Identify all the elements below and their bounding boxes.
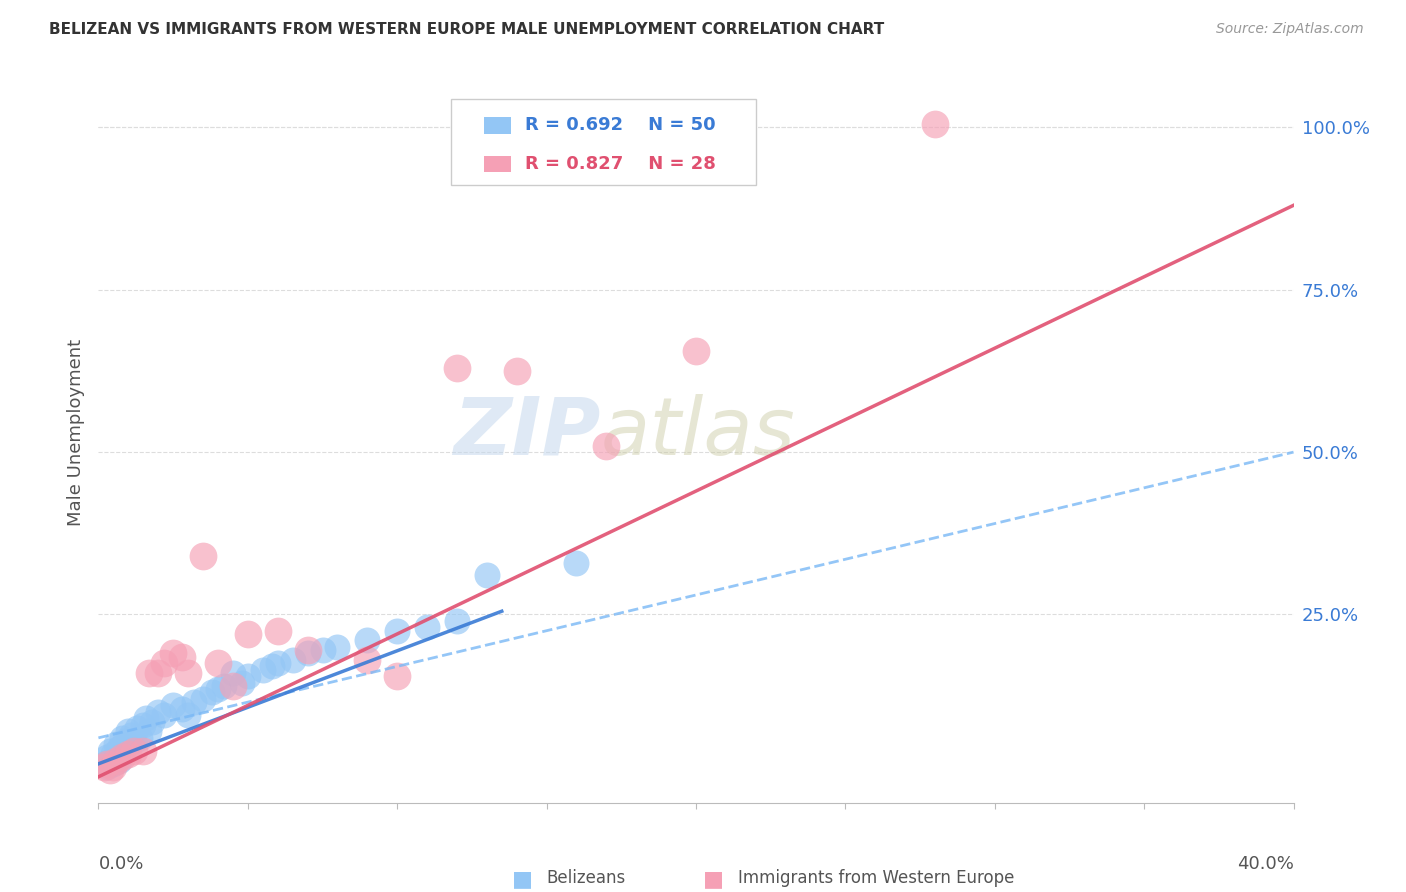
- Text: ■: ■: [512, 870, 533, 889]
- Point: [98, 754, 122, 768]
- Point: [127, 721, 149, 735]
- Text: Source: ZipAtlas.com: Source: ZipAtlas.com: [1216, 22, 1364, 37]
- Point: [267, 656, 290, 670]
- Point: [172, 649, 194, 664]
- Point: [96, 756, 118, 771]
- Point: [117, 747, 139, 761]
- Text: BELIZEAN VS IMMIGRANTS FROM WESTERN EUROPE MALE UNEMPLOYMENT CORRELATION CHART: BELIZEAN VS IMMIGRANTS FROM WESTERN EURO…: [49, 22, 884, 37]
- Point: [129, 731, 152, 745]
- Point: [162, 647, 184, 661]
- Point: [114, 734, 136, 748]
- Point: [446, 614, 468, 628]
- Text: R = 0.692    N = 50: R = 0.692 N = 50: [524, 116, 716, 135]
- Point: [132, 718, 155, 732]
- Point: [177, 708, 200, 723]
- Point: [93, 760, 115, 774]
- Point: [103, 747, 125, 761]
- Point: [281, 653, 304, 667]
- Text: 0.0%: 0.0%: [98, 855, 143, 872]
- Text: Immigrants from Western Europe: Immigrants from Western Europe: [738, 870, 1014, 888]
- Text: ZIP: ZIP: [453, 393, 600, 472]
- Point: [212, 679, 235, 693]
- Point: [93, 756, 115, 771]
- Point: [135, 711, 157, 725]
- Text: 40.0%: 40.0%: [1237, 855, 1294, 872]
- Text: Belizeans: Belizeans: [547, 870, 626, 888]
- Point: [103, 756, 125, 771]
- Point: [138, 665, 160, 680]
- Point: [111, 731, 134, 745]
- Point: [222, 665, 245, 680]
- Point: [148, 705, 170, 719]
- Point: [177, 665, 200, 680]
- Point: [124, 734, 146, 748]
- Point: [96, 750, 118, 764]
- Point: [222, 679, 245, 693]
- Point: [191, 692, 214, 706]
- Point: [385, 669, 409, 683]
- Point: [117, 724, 139, 739]
- Point: [191, 549, 214, 563]
- Point: [311, 643, 333, 657]
- Point: [565, 556, 588, 570]
- Point: [297, 647, 319, 661]
- Point: [236, 627, 259, 641]
- Point: [260, 659, 283, 673]
- Point: [111, 744, 134, 758]
- Point: [96, 760, 118, 774]
- Point: [148, 665, 170, 680]
- Point: [207, 656, 229, 670]
- Point: [475, 568, 498, 582]
- Point: [595, 439, 617, 453]
- Point: [141, 714, 163, 729]
- Point: [105, 754, 128, 768]
- Point: [685, 344, 707, 359]
- Text: atlas: atlas: [600, 393, 796, 472]
- Point: [297, 643, 319, 657]
- Point: [201, 685, 224, 699]
- Point: [236, 669, 259, 683]
- Point: [162, 698, 184, 713]
- FancyBboxPatch shape: [485, 156, 510, 172]
- Point: [98, 764, 122, 778]
- Point: [124, 744, 146, 758]
- Point: [183, 695, 205, 709]
- Point: [132, 744, 155, 758]
- Point: [108, 740, 131, 755]
- Point: [416, 620, 439, 634]
- Point: [326, 640, 349, 654]
- FancyBboxPatch shape: [485, 117, 510, 134]
- Point: [385, 624, 409, 638]
- Point: [172, 701, 194, 715]
- Point: [356, 653, 378, 667]
- Point: [103, 760, 125, 774]
- Point: [231, 675, 253, 690]
- Point: [120, 728, 142, 742]
- Text: R = 0.827    N = 28: R = 0.827 N = 28: [524, 155, 716, 173]
- Point: [108, 754, 131, 768]
- Point: [138, 724, 160, 739]
- Point: [111, 750, 134, 764]
- Point: [153, 708, 176, 723]
- Point: [207, 682, 229, 697]
- Point: [356, 633, 378, 648]
- Point: [267, 624, 290, 638]
- Point: [105, 750, 128, 764]
- Point: [446, 360, 468, 375]
- Point: [105, 737, 128, 751]
- FancyBboxPatch shape: [451, 99, 756, 185]
- Point: [924, 117, 946, 131]
- Y-axis label: Male Unemployment: Male Unemployment: [66, 339, 84, 526]
- Point: [506, 364, 529, 378]
- Point: [252, 663, 274, 677]
- Point: [98, 744, 122, 758]
- Point: [153, 656, 176, 670]
- Text: ■: ■: [703, 870, 724, 889]
- Point: [117, 737, 139, 751]
